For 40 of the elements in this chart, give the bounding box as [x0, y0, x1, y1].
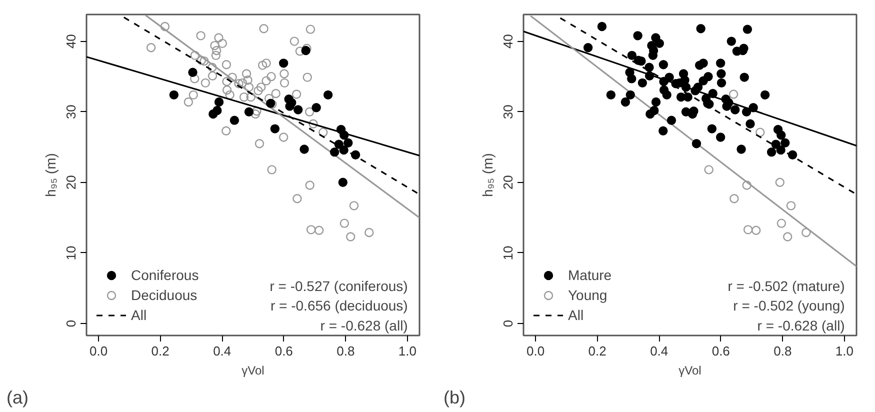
annotation: r = -0.656 (deciduous)	[270, 298, 408, 314]
x-tick-label: 0.8	[774, 344, 792, 358]
x-tick-label: 1.0	[835, 344, 854, 358]
x-tick-label: 0.6	[274, 344, 293, 358]
x-axis-title: γVol	[242, 364, 264, 378]
x-tick-label: 0.4	[650, 344, 668, 358]
y-tick-label: 10	[64, 246, 78, 260]
annotation: r = -0.527 (coniferous)	[270, 278, 408, 294]
x-tick-label: 0.0	[526, 344, 545, 358]
annotation: r = -0.628 (all)	[757, 318, 845, 334]
legend-label: Young	[568, 287, 608, 303]
x-tick-label: 0.4	[213, 344, 232, 358]
x-tick-label: 0.6	[712, 344, 730, 358]
y-tick-label: 30	[64, 104, 78, 120]
y-tick-label: 20	[500, 175, 516, 190]
legend-label: All	[568, 307, 585, 323]
x-tick-label: 0.0	[90, 344, 108, 358]
y-axis-title: h₉₅ (m)	[480, 153, 496, 197]
legend-label: Deciduous	[131, 287, 198, 303]
x-tick-label: 0.8	[336, 344, 355, 358]
y-tick-label: 20	[64, 175, 78, 190]
annotation: r = -0.502 (mature)	[728, 278, 845, 294]
y-tick-label: 40	[64, 34, 78, 49]
legend-label: All	[131, 307, 148, 323]
y-tick-label: 0	[500, 320, 516, 328]
y-tick-label: 0	[64, 320, 78, 328]
text: (a)	[6, 388, 28, 408]
x-axis-title: γVol	[678, 364, 702, 378]
x-tick-label: 0.2	[588, 344, 606, 358]
y-tick-label: 30	[500, 104, 516, 120]
annotation: r = -0.628 (all)	[320, 318, 408, 334]
legend-label: Coniferous	[131, 267, 199, 283]
y-tick-label: 40	[500, 34, 516, 49]
x-tick-label: 0.2	[151, 344, 170, 358]
legend-label: Mature	[568, 267, 612, 283]
y-axis-title: h₉₅ (m)	[42, 153, 58, 197]
text: (b)	[444, 388, 466, 408]
y-tick-label: 10	[500, 246, 516, 260]
x-tick-label: 1.0	[398, 344, 416, 358]
annotation: r = -0.502 (young)	[733, 298, 845, 314]
